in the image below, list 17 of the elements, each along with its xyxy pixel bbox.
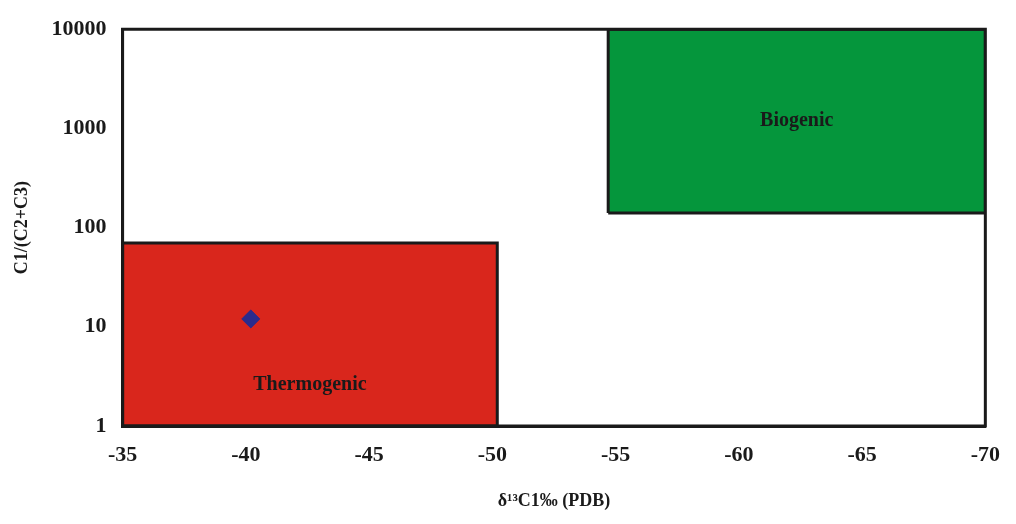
y-tick-label: 10 <box>84 312 107 338</box>
y-tick-label: 1 <box>95 411 107 437</box>
y-tick-label: 1000 <box>62 114 107 140</box>
x-tick-label: -50 <box>477 440 508 466</box>
x-tick-label: -45 <box>354 440 384 466</box>
series-label: Biogenic <box>760 108 834 132</box>
x-tick-label: -70 <box>970 440 1000 466</box>
x-tick-label: -40 <box>231 440 261 466</box>
y-tick-label: 100 <box>73 213 107 239</box>
x-tick-label: -35 <box>107 440 138 466</box>
x-axis-title: δ¹³C1‰ (PDB) <box>497 489 611 511</box>
series-label: Thermogenic <box>253 371 367 395</box>
y-axis-title: C1/(C2+C3) <box>11 180 33 275</box>
y-tick-label: 10000 <box>51 14 107 40</box>
x-tick-label: -55 <box>600 440 631 466</box>
x-tick-label: -65 <box>847 440 877 466</box>
x-tick-label: -60 <box>724 440 754 466</box>
